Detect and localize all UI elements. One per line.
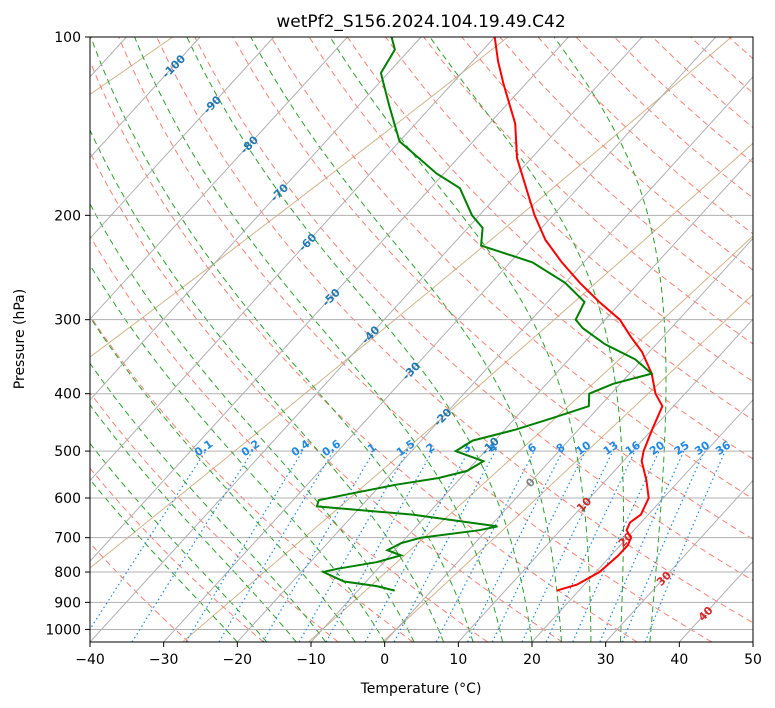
x-tick-label: 10 — [449, 652, 467, 668]
isotherm-line — [163, 37, 717, 642]
isotherm-line — [605, 479, 753, 642]
x-axis-label: Temperature (°C) — [360, 681, 482, 697]
x-tick-label: 0 — [380, 652, 389, 668]
x-tick-label: 20 — [523, 652, 541, 668]
x-axis: −40 −30 −20 −10 0 10 20 30 40 50 — [75, 642, 762, 668]
isotherm-line — [236, 76, 753, 642]
moist-adiabat — [186, 37, 533, 642]
isotherm-line — [90, 37, 348, 320]
moist-adiabat — [90, 404, 297, 642]
y-tick-label: 500 — [54, 444, 81, 460]
moist-adiabat — [553, 37, 667, 642]
dry-adiabat — [308, 37, 753, 460]
y-tick-label: 100 — [54, 30, 81, 46]
dry-adiabat — [232, 37, 753, 540]
moist-adiabat — [90, 264, 386, 642]
mixing-ratio-line — [131, 450, 254, 642]
mixing-ratio-line — [466, 450, 564, 642]
dry-adiabat — [194, 37, 753, 582]
y-axis: 100 200 300 400 500 600 700 800 900 1000 — [45, 30, 90, 638]
moist-adiabat — [90, 37, 474, 642]
x-tick-label: −10 — [296, 652, 326, 668]
y-tick-label: 200 — [54, 208, 81, 224]
dry-adiabat — [90, 235, 488, 642]
y-tick-label: 300 — [54, 313, 81, 329]
dry-adiabat — [270, 37, 753, 500]
dry-adiabat — [90, 542, 190, 642]
chart-title: wetPf2_S156.2024.104.19.49.C42 — [276, 12, 565, 32]
y-tick-label: 700 — [54, 531, 81, 547]
isotherm-line — [90, 37, 643, 642]
x-tick-label: 30 — [597, 652, 615, 668]
isotherm-line — [90, 37, 422, 401]
isotherm-line — [90, 37, 201, 159]
mixing-ratio-line — [491, 450, 586, 642]
temperature-profile — [493, 37, 664, 592]
mixing-ratio-line — [185, 450, 304, 642]
plot-frame — [89, 36, 754, 643]
moist-adiabat — [250, 37, 562, 642]
moist-adiabat — [134, 37, 503, 642]
dry-adiabat — [118, 37, 712, 642]
moist-adiabat — [90, 362, 327, 642]
thin-curve — [308, 235, 753, 642]
y-tick-label: 800 — [54, 565, 81, 581]
x-tick-label: 50 — [744, 652, 762, 668]
mixing-ratio-line — [90, 450, 207, 631]
moist-adiabat — [90, 316, 356, 642]
y-axis-label: Pressure (hPa) — [12, 289, 28, 389]
x-tick-label: −20 — [223, 652, 253, 668]
dry-adiabat — [156, 37, 753, 624]
isotherm-line — [90, 37, 496, 482]
thin-curve — [382, 293, 753, 642]
dry-adiabat — [90, 151, 563, 642]
moist-adiabat — [429, 37, 624, 642]
dry-adiabat — [90, 467, 264, 642]
mixing-ratio-line — [393, 450, 496, 642]
isotherm-line — [90, 37, 569, 563]
moist-adiabat — [329, 37, 592, 642]
mixing-ratio-line — [262, 450, 375, 642]
x-tick-label: −30 — [149, 652, 179, 668]
y-tick-label: 400 — [54, 387, 81, 403]
dry-adiabat — [346, 37, 753, 421]
dry-adiabat — [90, 60, 638, 642]
mixing-ratio-line — [545, 450, 636, 642]
isotherm-line — [384, 237, 753, 642]
isotherm-line — [310, 156, 753, 642]
thin-curve — [90, 37, 509, 358]
y-tick-label: 600 — [54, 491, 81, 507]
x-tick-label: 40 — [670, 652, 688, 668]
y-tick-label: 900 — [54, 595, 81, 611]
dewpoint-profile — [315, 37, 654, 592]
mixing-ratio-line — [521, 450, 614, 642]
isotherm-line — [90, 37, 275, 240]
isotherm-line — [457, 318, 753, 642]
moist-adiabat — [90, 128, 445, 642]
mixing-ratio-line — [364, 450, 470, 642]
thin-curve — [182, 142, 753, 642]
x-tick-label: −40 — [75, 652, 105, 668]
y-tick-label: 1000 — [45, 622, 81, 638]
isotherm-line — [531, 399, 753, 642]
mixing-ratio-line — [218, 450, 334, 642]
thin-curve — [90, 37, 732, 569]
